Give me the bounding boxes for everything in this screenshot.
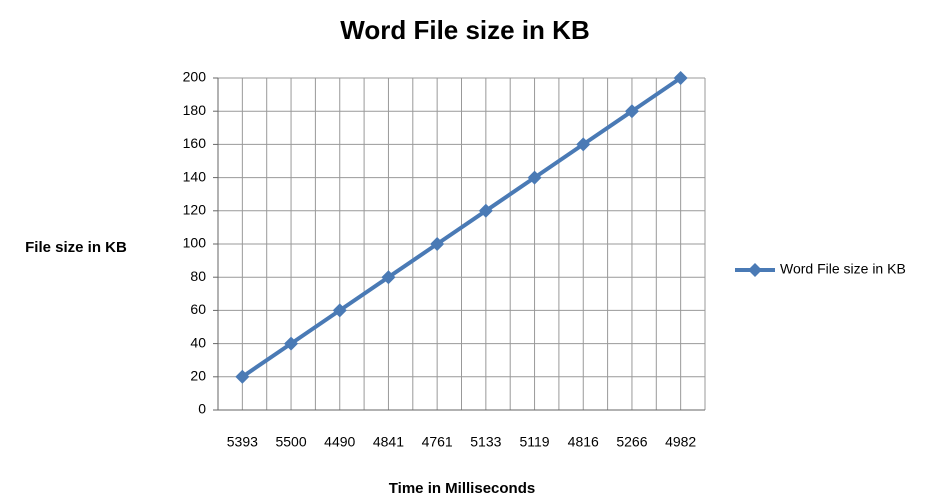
y-axis-title: File size in KB — [25, 239, 127, 256]
point — [576, 137, 591, 152]
x-tick-label: 4490 — [324, 434, 355, 450]
y-tick-label: 40 — [190, 334, 206, 350]
y-tick-label: 140 — [183, 168, 207, 184]
y-tick-label: 80 — [190, 268, 206, 284]
x-tick-label: 5500 — [275, 434, 306, 450]
series-line — [241, 76, 682, 379]
point — [332, 303, 347, 318]
y-tick-label: 0 — [198, 401, 206, 417]
x-tick-label: 4982 — [665, 434, 696, 450]
y-tick-label: 160 — [183, 135, 207, 151]
point — [478, 203, 493, 218]
point — [430, 237, 445, 251]
point — [284, 336, 299, 351]
x-tick-label: 4841 — [373, 434, 404, 450]
legend-marker — [748, 263, 762, 277]
y-tick-label: 180 — [183, 102, 207, 118]
x-tick-label: 5119 — [519, 434, 549, 450]
x-tick-label: 4816 — [568, 434, 599, 450]
y-tick-label: 120 — [183, 202, 207, 218]
point — [527, 170, 542, 185]
point — [235, 369, 250, 384]
x-tick-label: 5133 — [470, 434, 501, 450]
x-tick-label: 5266 — [616, 434, 647, 450]
y-tick-label: 100 — [183, 235, 207, 251]
point — [381, 270, 396, 285]
x-tick-label: 4761 — [422, 434, 453, 450]
legend-label: Word File size in KB — [780, 261, 906, 277]
chart-title: Word File size in KB — [340, 15, 589, 45]
y-tick-label: 20 — [190, 368, 206, 384]
y-tick-label: 200 — [183, 69, 207, 85]
x-axis-title: Time in Milliseconds — [389, 480, 535, 497]
point — [673, 71, 688, 85]
x-tick-label: 5393 — [227, 434, 258, 450]
point — [624, 104, 639, 119]
y-tick-label: 60 — [190, 301, 206, 317]
